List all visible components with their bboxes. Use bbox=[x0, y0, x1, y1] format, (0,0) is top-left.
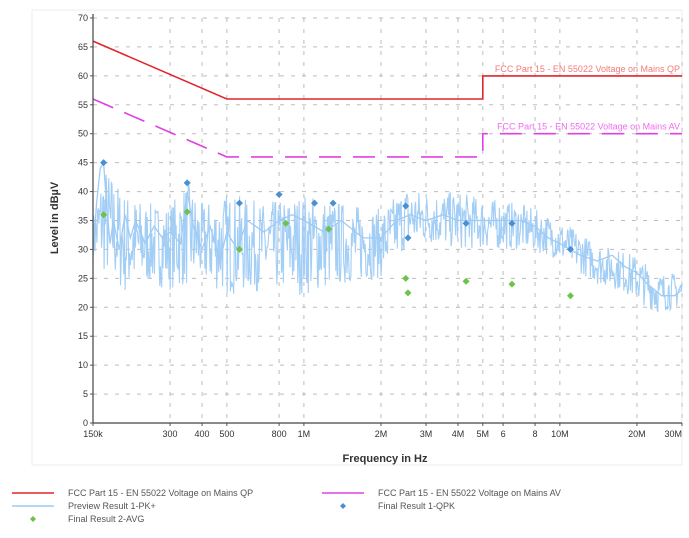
x-tick-label: 150k bbox=[83, 429, 103, 439]
qpk-marker bbox=[402, 202, 410, 210]
x-tick-label: 8 bbox=[533, 429, 538, 439]
qpk-marker bbox=[566, 245, 574, 253]
qpk-marker bbox=[404, 234, 412, 242]
x-tick-label: 3M bbox=[420, 429, 433, 439]
y-tick-label: 5 bbox=[83, 389, 88, 399]
qpk-marker bbox=[462, 219, 470, 227]
avg-marker bbox=[404, 289, 412, 297]
x-axis-title: Frequency in Hz bbox=[343, 453, 428, 465]
legend-swatch-marker bbox=[340, 503, 346, 509]
qpk-marker bbox=[508, 219, 516, 227]
x-tick-label: 6 bbox=[501, 429, 506, 439]
x-tick-label: 500 bbox=[219, 429, 234, 439]
y-tick-label: 65 bbox=[78, 42, 88, 52]
legend-swatch-marker bbox=[30, 516, 36, 522]
avg-marker bbox=[183, 208, 191, 216]
x-tick-label: 4M bbox=[452, 429, 465, 439]
qpk-marker bbox=[235, 199, 243, 207]
axes bbox=[90, 14, 683, 426]
y-tick-label: 25 bbox=[78, 273, 88, 283]
legend-label: Preview Result 1-PK+ bbox=[68, 501, 156, 511]
legend-label: Final Result 2-AVG bbox=[68, 514, 144, 524]
avg-marker bbox=[566, 292, 574, 300]
x-tick-label: 300 bbox=[163, 429, 178, 439]
qpk-marker bbox=[100, 159, 108, 167]
y-tick-label: 10 bbox=[78, 360, 88, 370]
qpk-marker bbox=[275, 190, 283, 198]
y-tick-label: 40 bbox=[78, 187, 88, 197]
y-tick-label: 15 bbox=[78, 331, 88, 341]
y-tick-label: 60 bbox=[78, 71, 88, 81]
x-tick-label: 5M bbox=[477, 429, 490, 439]
y-tick-label: 20 bbox=[78, 302, 88, 312]
series-layer bbox=[92, 40, 682, 300]
limit-line-av bbox=[92, 98, 682, 158]
y-tick-label: 0 bbox=[83, 418, 88, 428]
qpk-marker bbox=[310, 199, 318, 207]
y-tick-label: 35 bbox=[78, 216, 88, 226]
x-tick-label: 800 bbox=[272, 429, 287, 439]
preview-pk-trace bbox=[92, 174, 683, 313]
limit-line-qp bbox=[92, 40, 682, 100]
x-tick-label: 400 bbox=[195, 429, 210, 439]
legend-label: Final Result 1-QPK bbox=[378, 501, 455, 511]
legend-label: FCC Part 15 - EN 55022 Voltage on Mains … bbox=[378, 488, 561, 498]
y-tick-label: 55 bbox=[78, 100, 88, 110]
qpk-marker bbox=[329, 199, 337, 207]
legend: FCC Part 15 - EN 55022 Voltage on Mains … bbox=[12, 488, 561, 524]
x-tick-label: 2M bbox=[375, 429, 388, 439]
avg-marker bbox=[282, 219, 290, 227]
avg-marker bbox=[325, 225, 333, 233]
tick-labels: 0 5 10 15 20 25 30 35 40 45 50 55 60 65 70 150k 300 400 50… bbox=[78, 13, 682, 439]
y-axis-title: Level in dBµV bbox=[49, 181, 61, 254]
avg-marker bbox=[100, 211, 108, 219]
y-tick-label: 45 bbox=[78, 158, 88, 168]
y-tick-label: 50 bbox=[78, 129, 88, 139]
avg-marker bbox=[462, 277, 470, 285]
qp-limit-label: FCC Part 15 - EN 55022 Voltage on Mains … bbox=[495, 64, 680, 74]
x-tick-label: 20M bbox=[628, 429, 646, 439]
chart-frame bbox=[31, 9, 683, 466]
avg-marker bbox=[235, 245, 243, 253]
legend-label: FCC Part 15 - EN 55022 Voltage on Mains … bbox=[68, 488, 253, 498]
x-tick-label: 30M bbox=[664, 429, 682, 439]
qpk-marker bbox=[183, 179, 191, 187]
x-tick-label: 10M bbox=[551, 429, 569, 439]
avg-marker bbox=[508, 280, 516, 288]
limit-labels: FCC Part 15 - EN 55022 Voltage on Mains … bbox=[495, 64, 680, 132]
av-limit-label: FCC Part 15 - EN 55022 Voltage on Mains … bbox=[497, 122, 680, 132]
y-tick-label: 70 bbox=[78, 13, 88, 23]
y-tick-label: 30 bbox=[78, 244, 88, 254]
avg-marker bbox=[402, 274, 410, 282]
x-tick-label: 1M bbox=[298, 429, 311, 439]
